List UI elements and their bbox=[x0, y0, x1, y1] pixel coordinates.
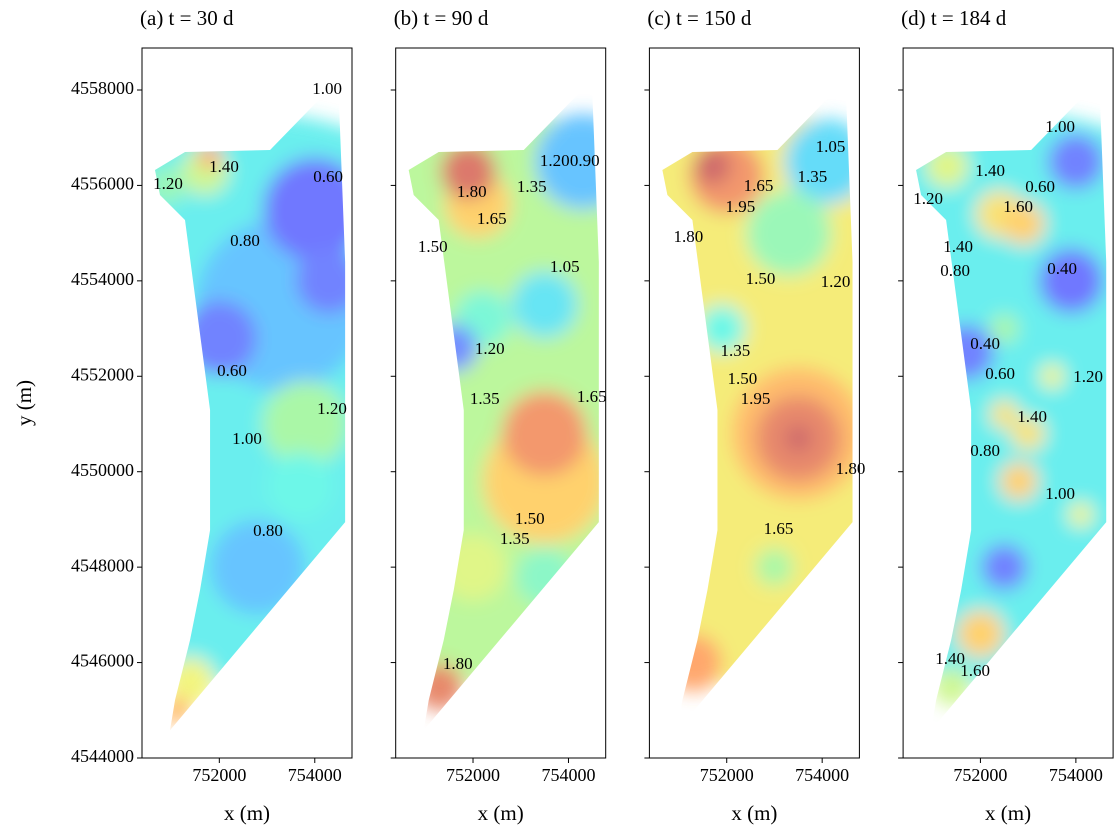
y-tick-label: 4552000 bbox=[71, 364, 134, 384]
contour-label: 1.20 bbox=[1073, 367, 1103, 386]
contour-label: 1.20 bbox=[540, 151, 570, 170]
contour-label: 0.80 bbox=[230, 231, 260, 250]
contour-label: 1.20 bbox=[913, 189, 943, 208]
contour-label: 1.00 bbox=[232, 429, 262, 448]
contour-label: 0.40 bbox=[970, 334, 1000, 353]
contour-label: 0.80 bbox=[253, 521, 283, 540]
contour-label: 1.40 bbox=[209, 157, 239, 176]
field-blob bbox=[1038, 247, 1105, 314]
contour-label: 1.35 bbox=[798, 167, 828, 186]
y-tick-label: 4546000 bbox=[71, 651, 134, 671]
field-blob bbox=[980, 543, 1028, 591]
contour-label: 1.80 bbox=[457, 182, 487, 201]
figure: 1.00 1.40 1.20 0.60 0.80 0.60 1.20 1.00 0.80 7520… bbox=[0, 0, 1116, 832]
x-tick-label: 752000 bbox=[192, 765, 246, 785]
panel-title: (a) t = 30 d bbox=[140, 6, 234, 30]
field-blob bbox=[502, 391, 588, 477]
panel-title: (d) t = 184 d bbox=[901, 6, 1007, 30]
field-blob bbox=[516, 548, 573, 605]
field-blob bbox=[162, 696, 191, 725]
panel-title: (c) t = 150 d bbox=[647, 6, 751, 30]
contour-label: 1.60 bbox=[1003, 197, 1033, 216]
contour-label: 0.60 bbox=[313, 167, 343, 186]
contour-label: 1.20 bbox=[475, 339, 505, 358]
x-axis-label: x (m) bbox=[731, 801, 777, 825]
contour-label: 1.50 bbox=[728, 369, 758, 388]
contour-label: 1.40 bbox=[975, 161, 1005, 180]
y-tick-label: 4544000 bbox=[71, 746, 134, 766]
y-tick-label: 4554000 bbox=[71, 269, 134, 289]
x-axis-label: x (m) bbox=[478, 801, 524, 825]
x-tick-label: 754000 bbox=[541, 765, 595, 785]
contour-label: 1.00 bbox=[1045, 117, 1075, 136]
contour-label: 0.60 bbox=[217, 361, 247, 380]
panel-title: (b) t = 90 d bbox=[394, 6, 489, 30]
contour-label: 1.65 bbox=[477, 209, 507, 228]
contour-label: 1.35 bbox=[470, 389, 500, 408]
field-blob bbox=[1069, 503, 1093, 527]
field-blob bbox=[665, 634, 722, 691]
contour-label: 0.80 bbox=[970, 441, 1000, 460]
field-blob bbox=[267, 453, 334, 520]
contour-label: 1.35 bbox=[517, 177, 547, 196]
field-blob bbox=[1000, 462, 1038, 500]
field-blob bbox=[693, 147, 731, 185]
contour-label: 1.50 bbox=[418, 237, 448, 256]
y-tick-label: 4548000 bbox=[71, 555, 134, 575]
y-axis-label: y (m) bbox=[12, 380, 36, 426]
contour-label: 0.60 bbox=[1025, 177, 1055, 196]
field-blob bbox=[430, 324, 478, 372]
field-blob bbox=[1047, 133, 1104, 190]
contour-label: 1.60 bbox=[960, 661, 990, 680]
contour-label: 1.50 bbox=[515, 509, 545, 528]
contour-label: 1.35 bbox=[721, 341, 751, 360]
contour-label: 1.20 bbox=[821, 272, 851, 291]
x-axis-label: x (m) bbox=[224, 801, 270, 825]
contour-label: 1.20 bbox=[317, 399, 347, 418]
y-tick-label: 4558000 bbox=[71, 78, 134, 98]
field-blob bbox=[1040, 364, 1064, 388]
x-tick-label: 752000 bbox=[700, 765, 754, 785]
contour-label: 1.80 bbox=[443, 654, 473, 673]
contour-label: 1.95 bbox=[726, 197, 756, 216]
contour-label: 1.00 bbox=[1045, 484, 1075, 503]
contour-label: 1.05 bbox=[816, 137, 846, 156]
contour-label: 1.95 bbox=[741, 389, 771, 408]
y-tick-label: 4550000 bbox=[71, 460, 134, 480]
field-blob bbox=[926, 145, 969, 188]
x-axis-label: x (m) bbox=[985, 801, 1031, 825]
contour-label: 0.40 bbox=[1047, 259, 1077, 278]
x-tick-label: 752000 bbox=[446, 765, 500, 785]
contour-label: 1.80 bbox=[836, 459, 866, 478]
field-blob bbox=[746, 190, 832, 276]
contour-label: 1.05 bbox=[550, 257, 580, 276]
contour-label: 1.80 bbox=[674, 227, 704, 246]
contour-label: 0.80 bbox=[940, 261, 970, 280]
x-tick-label: 752000 bbox=[953, 765, 1007, 785]
contour-label: 1.40 bbox=[1017, 407, 1047, 426]
contour-label: 1.65 bbox=[744, 176, 774, 195]
contour-label: 1.35 bbox=[500, 529, 530, 548]
x-tick-label: 754000 bbox=[795, 765, 849, 785]
field-blob bbox=[167, 658, 215, 706]
contour-label: 1.65 bbox=[764, 519, 794, 538]
field-blob bbox=[755, 548, 793, 586]
contour-label: 0.90 bbox=[570, 151, 600, 170]
contour-label: 1.00 bbox=[312, 79, 342, 98]
contour-label: 1.50 bbox=[746, 269, 776, 288]
contour-label: 1.20 bbox=[153, 174, 183, 193]
contour-label: 1.40 bbox=[943, 237, 973, 256]
contour-label: 0.60 bbox=[985, 364, 1015, 383]
x-tick-label: 754000 bbox=[1049, 765, 1103, 785]
field-blob bbox=[784, 424, 813, 453]
x-tick-label: 754000 bbox=[288, 765, 342, 785]
y-tick-label: 4556000 bbox=[71, 174, 134, 194]
panel: 1.00 1.40 1.20 0.60 0.80 0.60 1.20 1.00 0.80 7520… bbox=[0, 6, 544, 825]
contour-label: 1.65 bbox=[577, 387, 607, 406]
field-blob bbox=[440, 534, 507, 601]
field-blob bbox=[511, 271, 578, 338]
